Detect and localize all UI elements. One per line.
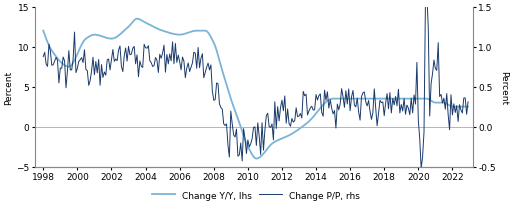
Change Y/Y, lhs <box>401 98 407 100</box>
Legend: Change Y/Y, lhs, Change P/P, rhs: Change Y/Y, lhs, Change P/P, rhs <box>151 189 361 201</box>
Change Y/Y, lhs <box>465 106 471 108</box>
Change P/P, rhs <box>398 104 404 106</box>
Change Y/Y, lhs <box>40 30 47 33</box>
Y-axis label: Percent: Percent <box>499 70 508 104</box>
Change P/P, rhs <box>293 107 299 109</box>
Change P/P, rhs <box>418 167 424 170</box>
Change P/P, rhs <box>292 120 298 122</box>
Change Y/Y, lhs <box>303 123 309 125</box>
Change Y/Y, lhs <box>41 34 48 37</box>
Change P/P, rhs <box>428 83 434 85</box>
Y-axis label: Percent: Percent <box>4 70 13 104</box>
Change P/P, rhs <box>300 91 306 93</box>
Line: Change Y/Y, lhs: Change Y/Y, lhs <box>44 20 468 159</box>
Change Y/Y, lhs <box>296 128 302 131</box>
Change P/P, rhs <box>465 101 471 103</box>
Change Y/Y, lhs <box>253 158 260 160</box>
Change P/P, rhs <box>41 52 48 54</box>
Change Y/Y, lhs <box>294 129 301 132</box>
Change Y/Y, lhs <box>134 18 140 21</box>
Change P/P, rhs <box>40 56 47 59</box>
Change Y/Y, lhs <box>428 100 434 102</box>
Line: Change P/P, rhs: Change P/P, rhs <box>44 0 468 168</box>
